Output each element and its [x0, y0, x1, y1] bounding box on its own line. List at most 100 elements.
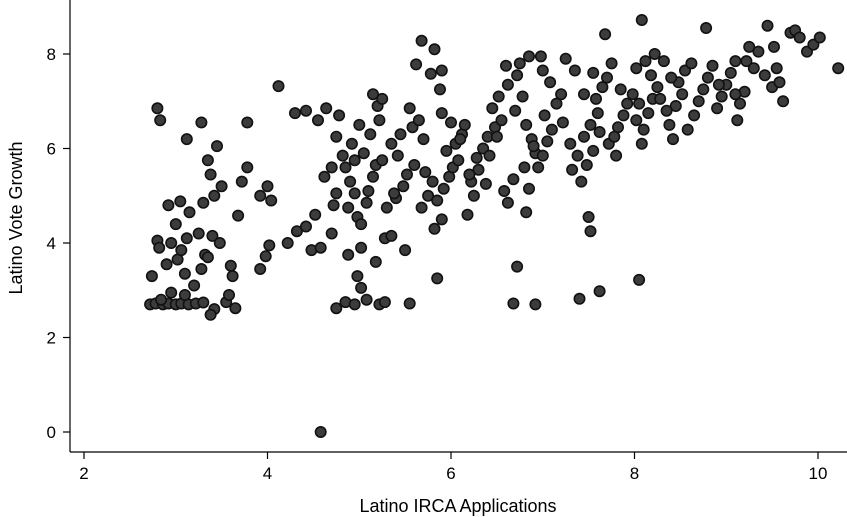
scatter-point — [428, 222, 441, 235]
scatter-point — [483, 149, 496, 162]
y-tick-label: 0 — [47, 423, 56, 442]
scatter-point — [145, 270, 158, 283]
scatter-point — [169, 218, 182, 231]
scatter-point — [773, 76, 786, 89]
scatter-point — [431, 272, 444, 285]
scatter-point — [195, 116, 208, 129]
x-tick-label: 10 — [809, 464, 828, 483]
scatter-point — [463, 168, 476, 181]
scatter-point — [729, 55, 742, 68]
x-ticks: 2 4 6 8 10 — [79, 452, 827, 483]
scatter-point — [536, 64, 549, 77]
scatter-point — [706, 59, 719, 72]
scatter-point — [470, 151, 483, 164]
scatter-point — [403, 102, 416, 115]
scatter-point — [208, 189, 221, 202]
scatter-point — [366, 88, 379, 101]
scatter-point — [577, 88, 590, 101]
scatter-point — [403, 297, 416, 310]
scatter-point — [580, 159, 593, 172]
scatter-point — [516, 90, 529, 103]
scatter-point — [366, 170, 379, 183]
y-axis: 0 2 4 6 8 Latino Vote Growth — [6, 0, 71, 452]
scatter-point — [290, 225, 303, 238]
scatter-point — [614, 83, 627, 96]
scatter-point — [532, 161, 545, 174]
scatter-point — [676, 88, 689, 101]
scatter-point — [232, 209, 245, 222]
scatter-point — [701, 71, 714, 84]
scatter-point — [490, 130, 503, 143]
scatter-point — [593, 285, 606, 298]
scatter-point — [355, 241, 368, 254]
scatter-point — [550, 97, 563, 110]
scatter-point — [373, 114, 386, 127]
scatter-point — [587, 66, 600, 79]
scatter-point — [498, 185, 511, 198]
scatter-point — [327, 199, 340, 212]
scatter-point — [348, 298, 361, 311]
scatter-point — [511, 69, 524, 82]
scatter-point — [160, 258, 173, 271]
scatter-point — [201, 154, 214, 167]
scatter-point — [536, 149, 549, 162]
scatter-point — [529, 298, 542, 311]
scatter-point — [688, 109, 701, 122]
scatter-point — [651, 81, 664, 94]
scatter-point — [633, 97, 646, 110]
scatter-point — [272, 80, 285, 93]
scatter-point — [333, 109, 346, 122]
scatter-point — [642, 107, 655, 120]
scatter-point — [501, 196, 514, 209]
x-axis-title: Latino IRCA Applications — [359, 496, 556, 516]
scatter-point — [608, 130, 621, 143]
x-tick-label: 2 — [79, 464, 88, 483]
scatter-point — [330, 130, 343, 143]
scatter-point — [681, 123, 694, 136]
scatter-point — [522, 182, 535, 195]
scatter-point — [617, 109, 630, 122]
scatter-point — [435, 213, 448, 226]
scatter-point — [348, 187, 361, 200]
scatter-point — [215, 180, 228, 193]
scatter-point — [360, 196, 373, 209]
scatter-point — [507, 297, 520, 310]
scatter-point — [458, 118, 471, 131]
scatter-point — [351, 270, 364, 283]
scatter-point — [311, 114, 324, 127]
scatter-point — [235, 175, 248, 188]
scatter-point — [534, 50, 547, 63]
scatter-point — [577, 130, 590, 143]
scatter-point — [568, 64, 581, 77]
x-tick-label: 4 — [263, 464, 272, 483]
scatter-point — [518, 161, 531, 174]
scatter-point — [197, 196, 210, 209]
scatter-point — [180, 133, 193, 146]
scatter-point — [342, 248, 355, 261]
scatter-point — [685, 57, 698, 70]
scatter-point — [454, 133, 467, 146]
scatter-point — [180, 232, 193, 245]
scatter-point — [417, 133, 430, 146]
scatter-point — [665, 71, 678, 84]
scatter-point — [422, 189, 435, 202]
scatter-point — [545, 123, 558, 136]
scatter-point — [385, 229, 398, 242]
scatter-point — [758, 69, 771, 82]
scatter-point — [241, 116, 254, 129]
scatter-point — [380, 201, 393, 214]
scatter-point — [318, 170, 331, 183]
scatter-point — [224, 259, 237, 272]
y-axis-title: Latino Vote Growth — [6, 141, 26, 294]
scatter-point — [605, 57, 618, 70]
scatter-point — [344, 175, 357, 188]
scatter-point — [355, 281, 368, 294]
x-tick-label: 8 — [630, 464, 639, 483]
scatter-point — [564, 137, 577, 150]
scatter-point — [486, 102, 499, 115]
scatter-point — [183, 206, 196, 219]
scatter-point — [639, 55, 652, 68]
scatter-point — [587, 144, 600, 157]
scatter-point — [320, 102, 333, 115]
scatter-point — [431, 194, 444, 207]
